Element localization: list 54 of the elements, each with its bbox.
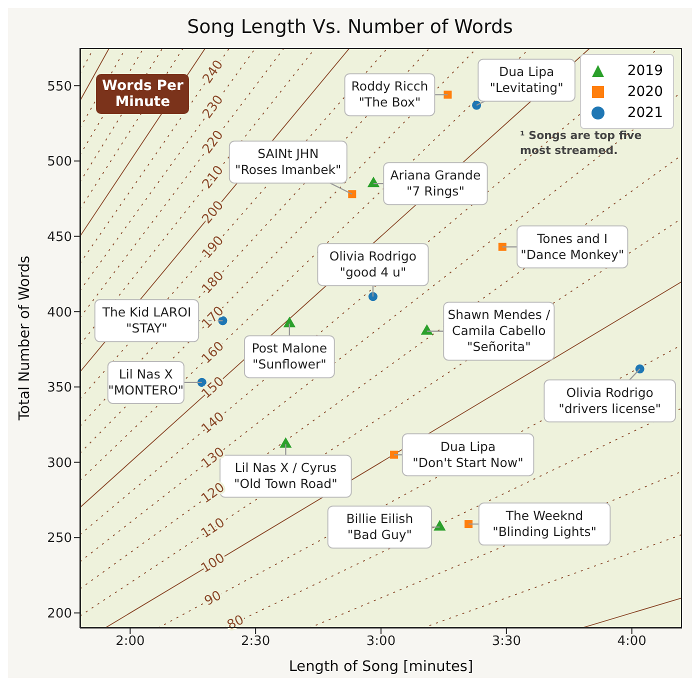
badge-box: Words Per Minute <box>96 74 190 114</box>
y-tick-label: 200 <box>47 606 72 622</box>
annotation: Olivia Rodrigo "drivers license" <box>558 384 662 416</box>
text: 170 <box>199 304 228 332</box>
y-tick-label: 300 <box>47 456 72 471</box>
text: 180 <box>199 268 228 297</box>
y-tick-label: 400 <box>47 305 72 320</box>
text: 110 <box>198 515 228 542</box>
annotation: Post Malone "Sunflower" <box>252 340 328 372</box>
text: 90 <box>202 588 224 610</box>
point <box>464 520 473 528</box>
y-tick-label: 450 <box>47 230 72 245</box>
y-axis-title: Total Number of Words <box>17 256 34 422</box>
annotation: ¹ Songs are top five most streamed. <box>520 128 642 158</box>
point <box>348 190 356 198</box>
point <box>444 90 452 99</box>
x-tick-label: 2:30 <box>240 634 270 650</box>
x-tick-label: 3:00 <box>366 634 396 650</box>
annotation: Lil Nas X "MONTERO" <box>108 366 184 398</box>
point <box>368 292 378 302</box>
y-tick-label: 350 <box>47 380 72 396</box>
x-tick-label: 3:30 <box>492 634 522 650</box>
x-axis-title: Length of Song [minutes] <box>288 659 474 675</box>
x-tick-label: 4:00 <box>617 634 646 650</box>
annotation: Olivia Rodrigo "good 4 u" <box>329 248 417 280</box>
annotation: Dua Lipa "Levitating" <box>490 64 564 96</box>
x-tick-label: 2:00 <box>116 634 145 650</box>
text: 190 <box>199 233 228 262</box>
legend-label: 2021 <box>627 104 663 120</box>
y-tick-label: 500 <box>47 154 72 170</box>
text: 140 <box>198 409 228 437</box>
annotation: Ariana Grande "7 Rings" <box>390 168 481 199</box>
y-tick-label: 250 <box>47 531 72 546</box>
point <box>434 520 446 531</box>
point <box>390 450 398 459</box>
annotation: Lil Nas X / Cyrus "Old Town Road" <box>234 460 338 492</box>
annotation: Tones and I "Dance Monkey" <box>520 230 624 262</box>
point <box>283 316 296 328</box>
annotation: Billie Eilish "Bad Guy" <box>346 511 414 542</box>
legend-label: 2020 <box>627 84 663 100</box>
annotation: Roddy Ricch "The Box" <box>351 78 428 110</box>
annotation: Shawn Mendes / Camila Cabello "Señorita" <box>448 307 551 354</box>
text: 160 <box>199 338 228 367</box>
annotation: SAINt JHN "Roses Imanbek" <box>235 146 342 178</box>
annotation: The Weeknd "Blinding Lights" <box>492 508 596 540</box>
y-tick-label: 550 <box>47 79 72 94</box>
text: 100 <box>198 550 228 576</box>
legend-label: 2019 <box>627 62 663 78</box>
text: 150 <box>199 374 228 402</box>
point <box>498 242 506 251</box>
annotation: Dua Lipa "Don't Start Now" <box>412 438 524 470</box>
point <box>367 176 380 188</box>
chart-title: Song Length Vs. Number of Words <box>186 15 514 38</box>
annotation: The Kid LAROI "STAY" <box>101 304 192 336</box>
